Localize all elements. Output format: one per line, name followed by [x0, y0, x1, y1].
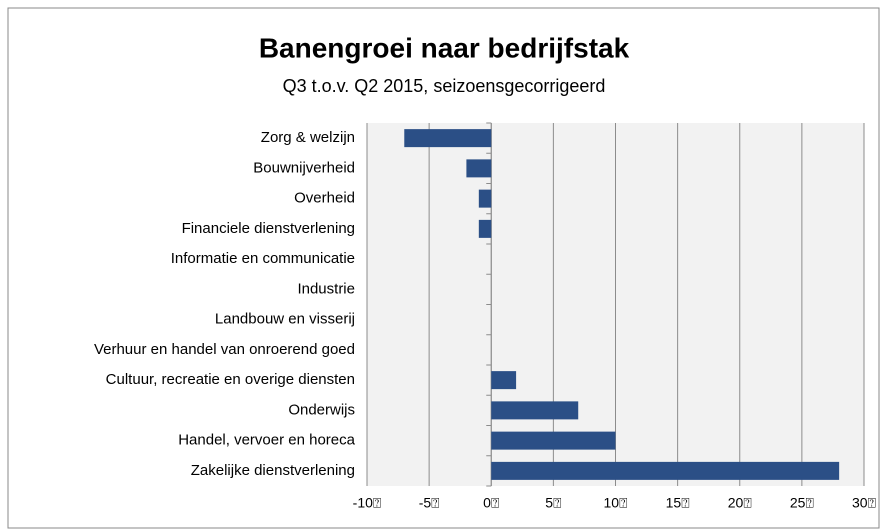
y-tick-label: Cultuur, recreatie en overige diensten — [106, 371, 355, 388]
y-tick-label: Verhuur en handel van onroerend goed — [94, 341, 355, 358]
bar — [491, 431, 616, 450]
x-tick-label: 25⍰ — [790, 495, 814, 511]
x-tick-label: -5⍰ — [419, 495, 440, 511]
bar — [478, 189, 492, 208]
x-tick-label: 5⍰ — [545, 495, 561, 511]
bar — [491, 461, 840, 480]
chart-title: Banengroei naar bedrijfstak — [259, 32, 630, 63]
y-tick-label: Zorg & welzijn — [261, 129, 355, 146]
bar — [491, 401, 579, 420]
x-tick-label: 30⍰ — [852, 495, 876, 511]
y-tick-label: Overheid — [294, 190, 355, 207]
x-tick-label: 15⍰ — [666, 495, 690, 511]
y-tick-label: Bouwnijverheid — [253, 159, 355, 176]
y-tick-label: Financiele dienstverlening — [182, 220, 355, 237]
x-tick-label: -10⍰ — [353, 495, 382, 511]
y-tick-label: Landbouw en visserij — [215, 311, 355, 328]
y-tick-label: Industrie — [297, 280, 355, 297]
bar — [478, 219, 492, 238]
y-tick-label: Onderwijs — [288, 401, 355, 418]
y-tick-label: Zakelijke dienstverlening — [191, 462, 355, 479]
x-tick-label: 0⍰ — [483, 495, 499, 511]
bar — [404, 129, 492, 148]
chart-subtitle: Q3 t.o.v. Q2 2015, seizoensgecorrigeerd — [283, 76, 606, 96]
y-tick-label: Informatie en communicatie — [171, 250, 355, 267]
bar — [491, 371, 517, 390]
y-tick-label: Handel, vervoer en horeca — [178, 432, 355, 449]
x-tick-label: 10⍰ — [604, 495, 628, 511]
x-tick-label: 20⍰ — [728, 495, 752, 511]
bar — [466, 159, 492, 178]
